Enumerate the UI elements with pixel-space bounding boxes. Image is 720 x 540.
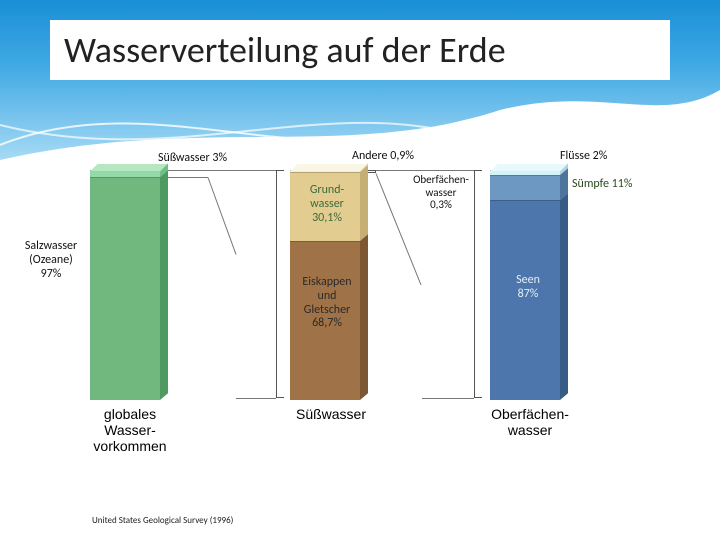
column-global: Süßwasser 3% Salzwasser (Ozeane) 97% glo… [90, 170, 160, 400]
bar-global-side2 [160, 170, 168, 400]
connector-2-bot [422, 398, 474, 399]
bracket-col2 [276, 170, 284, 398]
bar-sw-side2 [360, 165, 368, 241]
rbracket-andere [368, 170, 376, 173]
label-suempfe: Sümpfe 11% [572, 178, 662, 192]
connector-1-diag [208, 177, 237, 254]
label-suesswasser-3: Süßwasser 3% [158, 152, 268, 166]
label-grundwasser: Grund- wasser 30,1% [300, 184, 354, 225]
source-citation: United States Geological Survey (1996) [92, 515, 233, 526]
caption-global: globales Wasser- vorkommen [80, 406, 180, 454]
water-distribution-chart: Süßwasser 3% Salzwasser (Ozeane) 97% glo… [80, 170, 640, 480]
label-salzwasser-97: Salzwasser (Ozeane) 97% [16, 240, 86, 281]
bar-ob-side3 [560, 193, 568, 400]
seg-suesswasser-top [90, 170, 160, 177]
connector-1-top [168, 170, 276, 171]
bar-global-top [91, 164, 168, 171]
connector-2-top [376, 170, 474, 171]
caption-suesswasser: Süßwasser [286, 406, 376, 422]
column-suesswasser: Andere 0,9% Grund- wasser 30,1% Eiskappe… [290, 170, 360, 400]
column-oberflaeche: Flüsse 2% Sümpfe 11% Seen 87% Oberfächen… [490, 170, 560, 400]
bar-global [90, 170, 160, 400]
seg-salzwasser [90, 177, 160, 400]
label-fluesse: Flüsse 2% [560, 150, 650, 164]
caption-oberflaeche: Oberfächen- wasser [480, 406, 580, 438]
slide-title: Wasserverteilung auf der Erde [50, 20, 670, 80]
label-andere: Andere 0,9% [352, 150, 462, 164]
label-eis: Eiskappen und Gletscher 68,7% [296, 276, 358, 331]
bar-ob-top [491, 164, 568, 171]
bar-sw-side3 [360, 235, 368, 400]
bar-sw-top [291, 164, 368, 171]
connector-1-bot [168, 177, 208, 178]
connector-1-bot2 [236, 398, 276, 399]
seg-suempfe [490, 175, 560, 200]
annotation-oberflaechenwasser-03: Oberfächen- wasser 0,3% [404, 174, 478, 212]
label-seen: Seen 87% [508, 274, 548, 302]
